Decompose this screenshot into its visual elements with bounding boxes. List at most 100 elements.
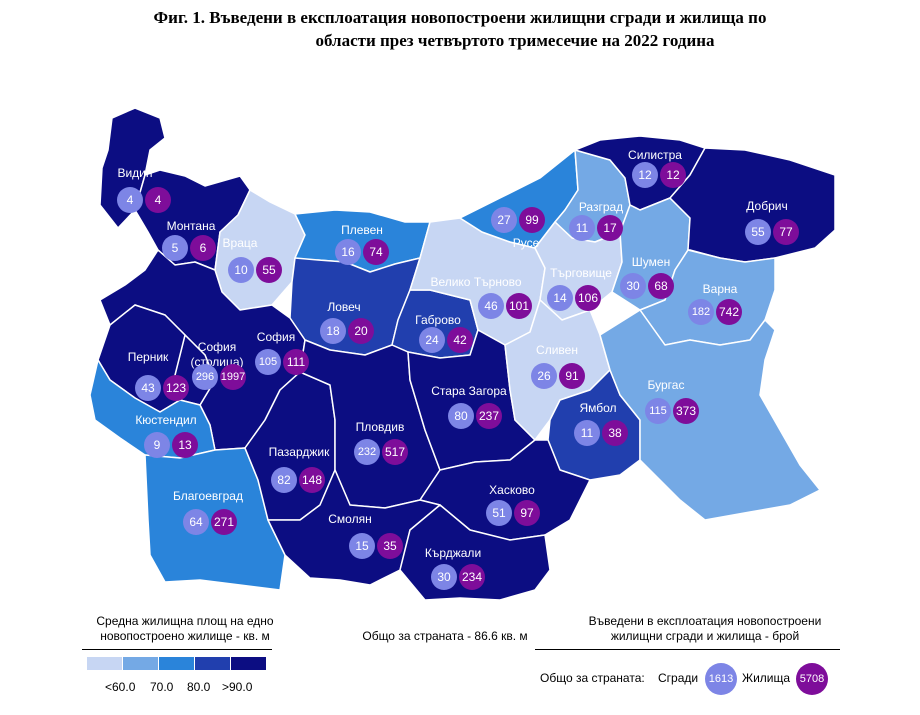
region-8-buildings-circle	[569, 215, 595, 241]
region-17-buildings-value: 9	[154, 438, 161, 452]
region-2-buildings-circle	[228, 257, 254, 283]
region-18-buildings-circle	[183, 509, 209, 535]
region-18-name: Благоевград	[173, 489, 243, 503]
region-6-buildings-circle	[478, 293, 504, 319]
region-4-buildings-value: 18	[326, 324, 340, 338]
region-23-name: Ямбол	[579, 401, 616, 415]
title-line-1: Фиг. 1. Въведени в експлоатация новопост…	[153, 8, 767, 27]
region-21-dwellings-circle	[476, 403, 502, 429]
region-10-dwellings-value: 12	[666, 168, 680, 182]
region-20-buildings-value: 232	[358, 446, 376, 458]
region-17-dwellings-value: 13	[178, 438, 192, 452]
region-5-buildings-value: 24	[425, 333, 439, 347]
scale-label-3: 80.0	[187, 680, 211, 694]
region-11-dwellings-circle	[648, 273, 674, 299]
region-14-buildings-circle	[255, 349, 281, 375]
region-16-dwellings-circle	[163, 375, 189, 401]
region-19-dwellings-circle	[299, 467, 325, 493]
region-20-buildings-circle	[354, 439, 380, 465]
region-12-dwellings-circle	[773, 219, 799, 245]
region-21-name: Стара Загора	[431, 384, 507, 398]
region-27-dwellings-circle	[459, 564, 485, 590]
region-14-buildings-value: 105	[259, 356, 277, 368]
region-21-buildings-value: 80	[454, 409, 468, 423]
region-25-buildings-value: 51	[492, 506, 506, 520]
region-8-buildings-value: 11	[576, 221, 589, 235]
region-27-dwellings-value: 234	[462, 570, 482, 584]
region-9-dwellings-value: 106	[578, 291, 598, 305]
region-shapes	[89, 107, 836, 601]
region-13-dwellings-circle	[716, 299, 742, 325]
totals-label: Общо за страната:	[540, 671, 645, 685]
region-15-buildings-circle	[192, 364, 218, 390]
region-10-buildings-value: 12	[638, 168, 652, 182]
region-13-name: Варна	[703, 282, 738, 296]
region-12-buildings-circle	[745, 219, 771, 245]
region-shape-burgas[interactable]	[599, 309, 821, 521]
region-name-sofia-city-line1: София	[198, 340, 236, 354]
region-22-dwellings-circle	[559, 363, 585, 389]
region-18-buildings-value: 64	[189, 515, 203, 529]
region-26-name: Смолян	[328, 512, 371, 526]
region-14-dwellings-value: 111	[287, 355, 306, 369]
region-24-buildings-circle	[645, 398, 671, 424]
region-19-buildings-circle	[271, 467, 297, 493]
region-21-buildings-circle	[448, 403, 474, 429]
region-19-name: Пазарджик	[269, 445, 330, 459]
region-3-dwellings-value: 74	[369, 245, 383, 259]
region-1-dwellings-value: 6	[200, 241, 207, 255]
region-12-name: Добрич	[746, 199, 787, 213]
region-13-buildings-circle	[688, 299, 714, 325]
region-22-name: Сливен	[536, 343, 578, 357]
region-5-dwellings-value: 42	[453, 333, 467, 347]
region-24-dwellings-value: 373	[676, 404, 696, 418]
region-19-dwellings-value: 148	[302, 473, 322, 487]
region-17-name: Кюстендил	[135, 413, 196, 427]
region-0-dwellings-circle	[145, 187, 171, 213]
region-10-buildings-circle	[632, 162, 658, 188]
region-5-name: Габрово	[415, 313, 461, 327]
legend-count-title: Въведени в експлоатация новопостроени жи…	[588, 614, 822, 643]
region-11-buildings-circle	[620, 273, 646, 299]
region-11-dwellings-value: 68	[654, 279, 668, 293]
region-16-dwellings-value: 123	[166, 381, 186, 395]
region-4-buildings-circle	[320, 318, 346, 344]
region-22-buildings-value: 26	[537, 369, 551, 383]
region-8-dwellings-circle	[597, 215, 623, 241]
region-10-name: Силистра	[628, 148, 682, 162]
region-1-dwellings-circle	[190, 235, 216, 261]
title-line-2: области през четвъртото тримесечие на 20…	[315, 31, 715, 50]
region-4-dwellings-circle	[348, 318, 374, 344]
region-23-buildings-value: 11	[581, 426, 594, 440]
region-11-buildings-value: 30	[626, 279, 640, 293]
region-23-buildings-circle	[574, 420, 600, 446]
region-17-dwellings-circle	[172, 432, 198, 458]
region-24-name: Бургас	[648, 378, 685, 392]
scale-swatch-lt60	[87, 657, 122, 670]
dwellings-label: Жилища	[742, 671, 791, 685]
region-12-buildings-value: 55	[751, 225, 765, 239]
region-16-name: Перник	[128, 350, 169, 364]
region-3-name: Плевен	[341, 223, 383, 237]
region-shape-vidin[interactable]	[99, 107, 166, 229]
region-22-buildings-circle	[531, 363, 557, 389]
region-3-buildings-value: 16	[341, 245, 355, 259]
region-16-buildings-value: 43	[141, 381, 155, 395]
region-23-dwellings-circle	[602, 420, 628, 446]
region-0-name: Видин	[117, 166, 152, 180]
region-3-dwellings-circle	[363, 239, 389, 265]
region-26-dwellings-circle	[377, 533, 403, 559]
region-20-dwellings-value: 517	[385, 445, 405, 459]
region-5-dwellings-circle	[447, 327, 473, 353]
buildings-total-circle: 1613	[705, 663, 737, 695]
region-14-dwellings-circle	[283, 349, 309, 375]
region-11-name: Шумен	[632, 255, 670, 269]
region-4-dwellings-value: 20	[354, 324, 368, 338]
region-12-dwellings-value: 77	[779, 225, 793, 239]
scale-label-4: >90.0	[222, 680, 253, 694]
scale-label-1: <60.0	[105, 680, 136, 694]
region-7-buildings-value: 27	[497, 213, 511, 227]
region-18-dwellings-circle	[211, 509, 237, 535]
region-2-name: Враца	[223, 236, 258, 250]
